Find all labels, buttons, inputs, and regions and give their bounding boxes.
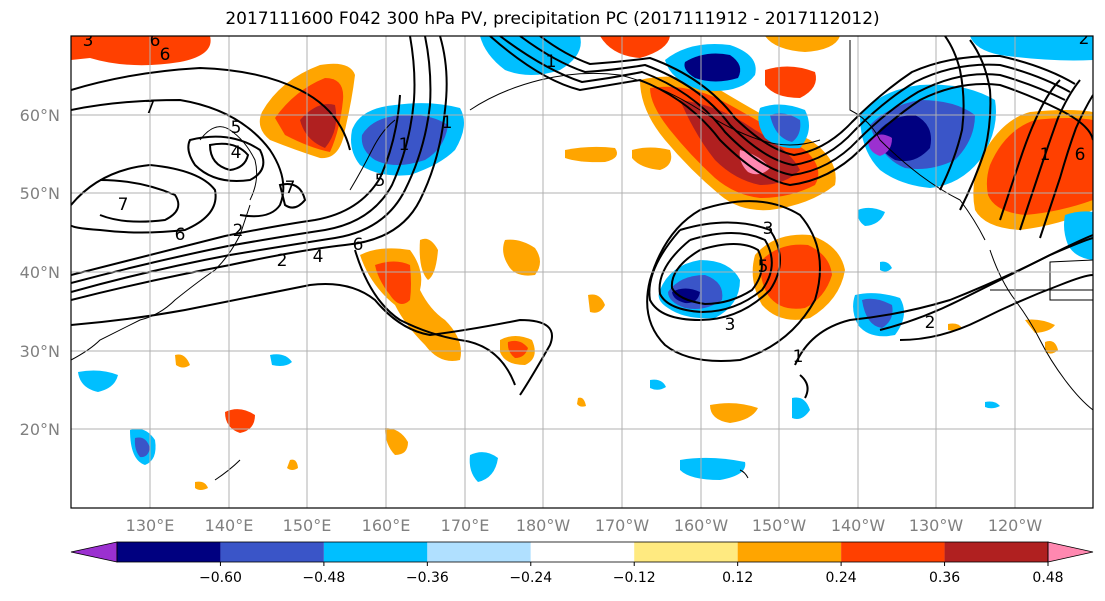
contour-label: 6 <box>150 31 161 51</box>
colorbar-tick-label: 0.12 <box>722 570 753 586</box>
contour-label: 1 <box>399 135 410 155</box>
colorbar-swatch <box>323 542 428 562</box>
lat-label: 20°N <box>20 420 60 439</box>
contour-label: 5 <box>758 257 769 277</box>
lon-label: 130°E <box>126 516 175 535</box>
contour-label: 2 <box>1079 29 1090 49</box>
contour-label: 2 <box>277 251 288 271</box>
contour-label: 6 <box>175 225 186 245</box>
lon-label: 170°W <box>595 516 650 535</box>
colorbar-swatch <box>220 542 324 562</box>
contour-label: 3 <box>725 315 736 335</box>
colorbar-swatch <box>70 541 118 563</box>
lon-label: 140°E <box>205 516 254 535</box>
contour-label: 5 <box>231 118 242 138</box>
map-frame <box>70 35 1094 509</box>
colorbar-swatch <box>427 542 531 562</box>
colorbar-swatch <box>737 542 842 562</box>
map-title: 2017111600 F042 300 hPa PV, precipitatio… <box>225 9 880 29</box>
contour-label: 2 <box>233 221 244 241</box>
coastlines <box>71 40 1093 481</box>
contour-label: 6 <box>160 45 171 65</box>
contour-label: 3 <box>763 219 774 239</box>
lon-label: 180°W <box>516 516 571 535</box>
colorbar-swatch <box>841 542 945 562</box>
contour-label: 4 <box>313 247 324 267</box>
colorbar-tick-label: −0.48 <box>302 570 345 586</box>
contour-label: 3 <box>83 31 94 51</box>
lon-label: 150°E <box>283 516 332 535</box>
contour-label: 7 <box>118 195 129 215</box>
lon-label: 160°W <box>674 516 729 535</box>
colorbar-swatch <box>530 542 635 562</box>
contour-label: 1 <box>1040 145 1051 165</box>
graticule <box>71 36 1093 508</box>
contour-label: 1 <box>546 52 557 72</box>
colorbar-swatch <box>1047 541 1094 563</box>
lon-label: 120°W <box>988 516 1043 535</box>
pv-contours <box>71 36 1093 399</box>
lon-label: 140°W <box>831 516 886 535</box>
contour-label: 1 <box>793 347 804 367</box>
colorbar-swatch <box>117 542 221 562</box>
colorbar-swatch <box>634 542 738 562</box>
contour-label: 7 <box>285 178 296 198</box>
colorbar <box>70 541 1094 563</box>
contour-label: 1 <box>442 113 453 133</box>
colorbar-ticks: −0.60 −0.48 −0.36 −0.24 −0.12 0.12 0.24 0.36 0.4… <box>199 562 1064 586</box>
contour-label: 5 <box>375 171 386 191</box>
colorbar-swatch <box>944 542 1048 562</box>
colorbar-outline <box>116 541 1049 563</box>
colorbar-tick-label: −0.60 <box>199 570 242 586</box>
lon-label: 160°E <box>362 516 411 535</box>
colorbar-tick-label: 0.48 <box>1032 570 1063 586</box>
contour-label: 4 <box>231 143 242 163</box>
lat-label: 50°N <box>20 184 60 203</box>
lon-label: 130°W <box>909 516 964 535</box>
contour-label: 2 <box>925 313 936 333</box>
colorbar-tick-label: −0.24 <box>509 570 552 586</box>
contour-label: 6 <box>353 235 364 255</box>
colorbar-tick-label: 0.36 <box>929 570 960 586</box>
lon-label: 170°E <box>441 516 490 535</box>
colorbar-tick-label: 0.24 <box>826 570 857 586</box>
colorbar-tick-label: −0.36 <box>406 570 449 586</box>
lat-label: 40°N <box>20 263 60 282</box>
lat-label: 30°N <box>20 342 60 361</box>
longitude-labels: 130°E 140°E 150°E 160°E 170°E 180°W 170°W 160°W… <box>126 516 1043 535</box>
contour-label: 7 <box>145 98 156 118</box>
lon-label: 150°W <box>752 516 807 535</box>
lat-label: 60°N <box>20 106 60 125</box>
contour-label: 6 <box>1075 145 1086 165</box>
latitude-labels: 60°N 50°N 40°N 30°N 20°N <box>20 106 60 439</box>
colorbar-tick-label: −0.12 <box>613 570 656 586</box>
